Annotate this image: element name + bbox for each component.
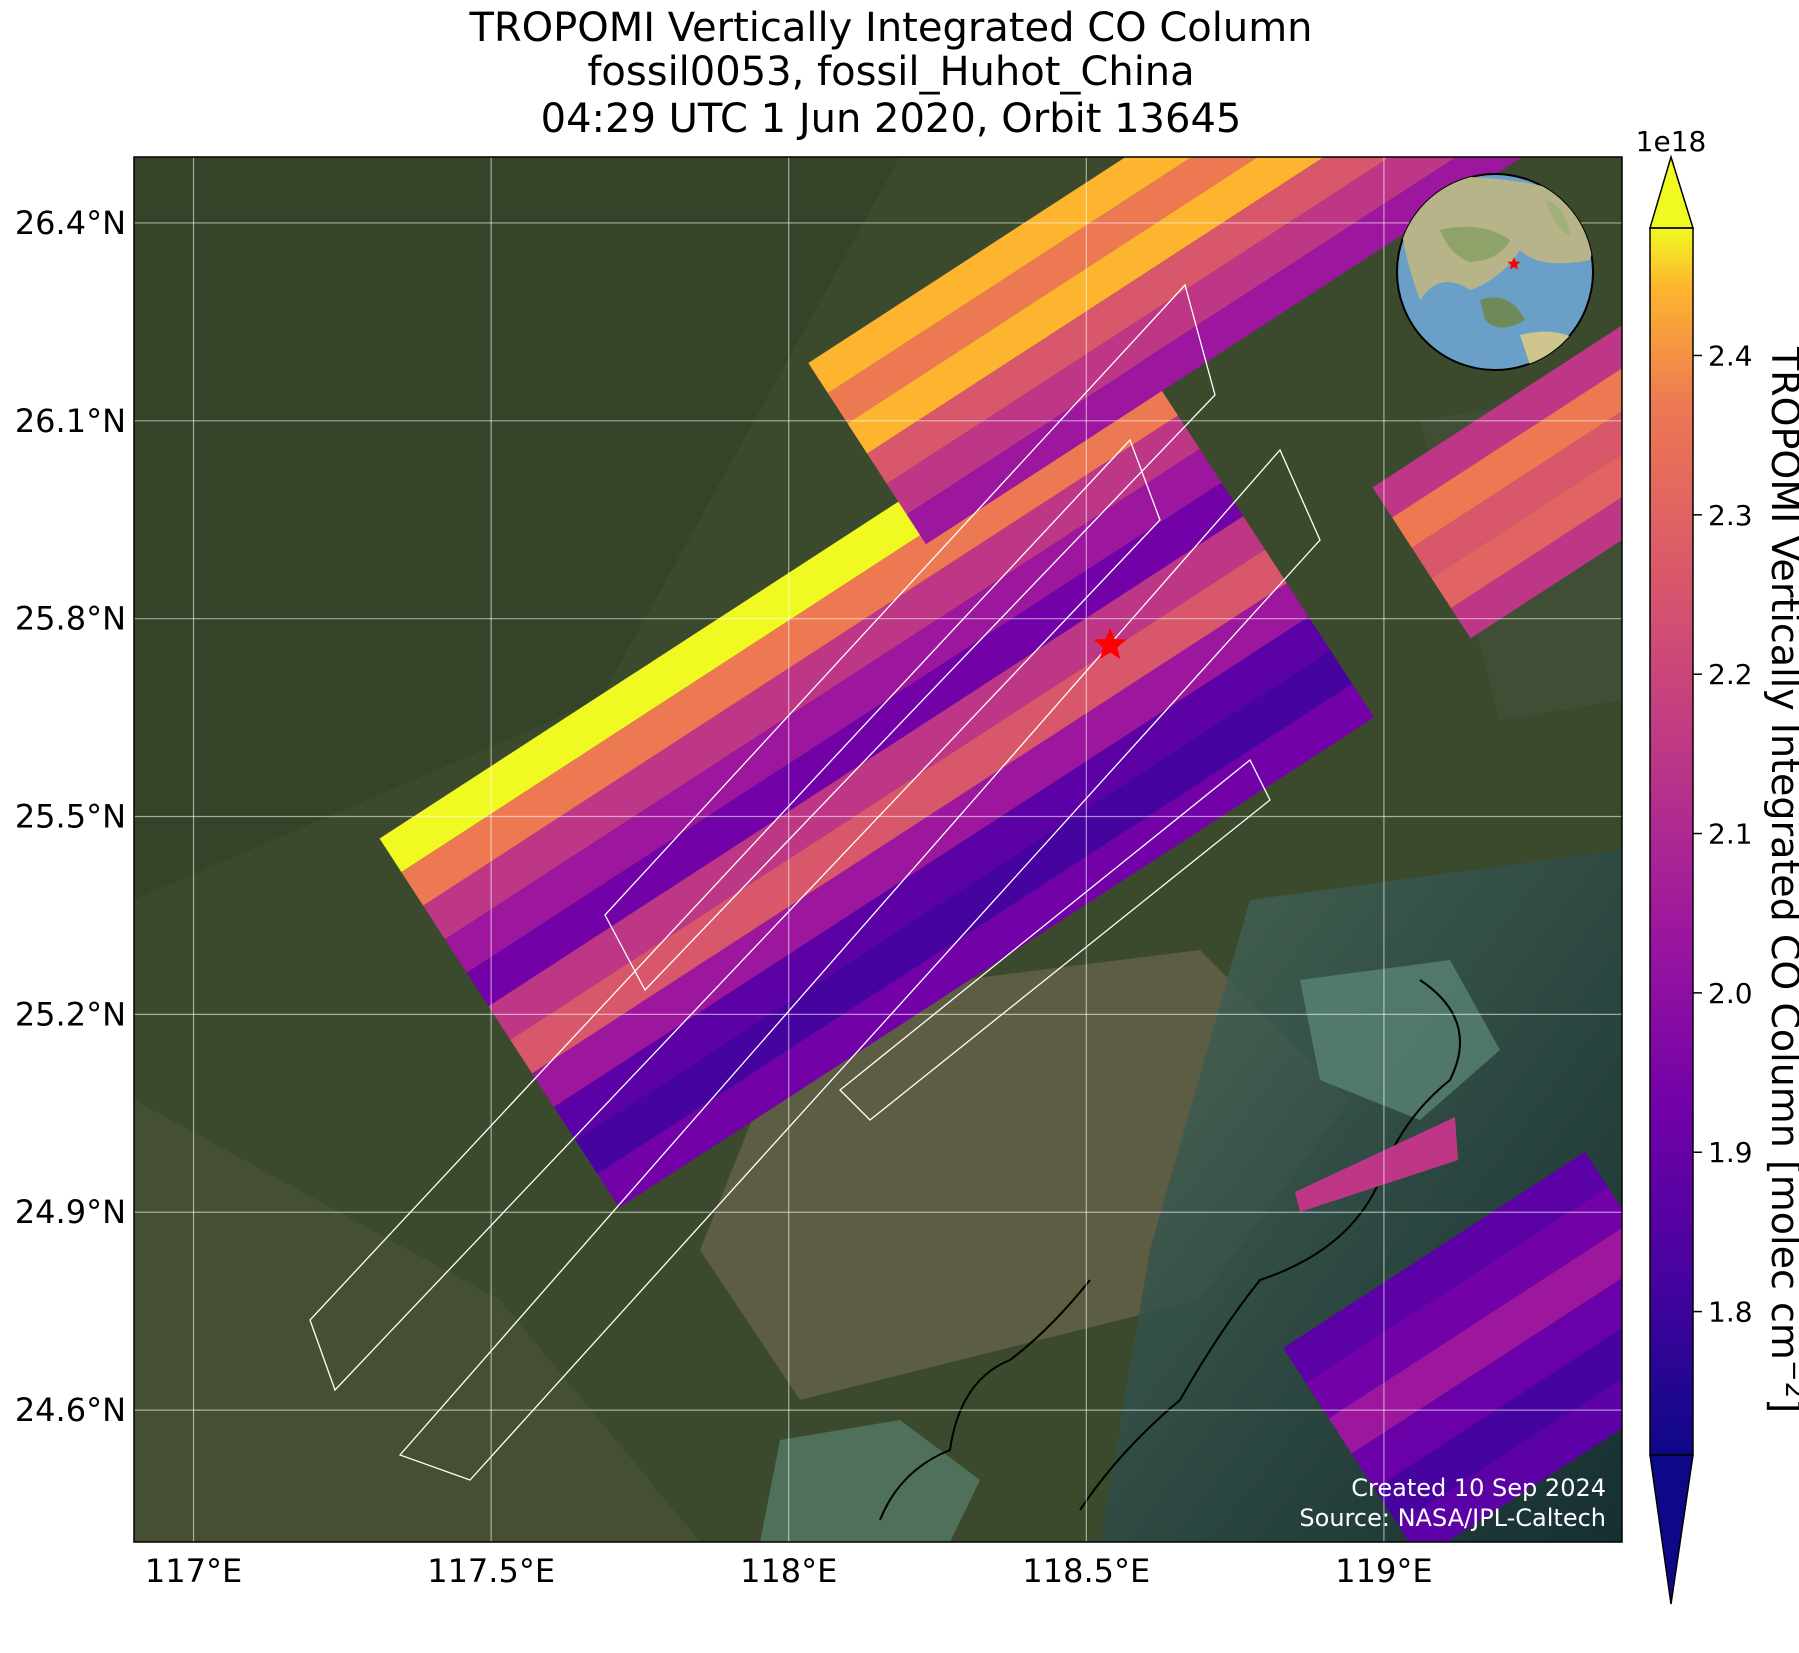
title-line-1: TROPOMI Vertically Integrated CO Column (469, 5, 1313, 51)
colorbar-multiplier: 1e18 (1636, 125, 1707, 158)
colorbar-tick-label: 2.2 (1708, 658, 1753, 691)
lon-tick-label: 117.5°E (427, 1552, 555, 1590)
lat-tick-label: 25.2°N (15, 995, 126, 1033)
colorbar-tick-label: 2.0 (1708, 977, 1753, 1010)
colorbar-tick-label: 1.9 (1708, 1136, 1753, 1169)
title-line-3: 04:29 UTC 1 Jun 2020, Orbit 13645 (540, 96, 1242, 142)
colorbar-tick-label: 2.4 (1708, 339, 1753, 372)
lat-tick-label: 24.9°N (15, 1193, 126, 1231)
longitude-labels: 117°E 117.5°E 118°E 118.5°E 119°E (145, 1552, 1433, 1590)
lat-tick-label: 24.6°N (15, 1391, 126, 1429)
lat-tick-label: 25.8°N (15, 600, 126, 638)
inset-globe-star (1507, 257, 1521, 270)
colorbar-tick-label: 1.8 (1708, 1296, 1753, 1329)
title-line-2: fossil0053, fossil_Huhot_China (587, 49, 1195, 95)
lon-tick-label: 118.5°E (1022, 1552, 1150, 1590)
lat-tick-label: 26.4°N (15, 204, 126, 242)
created-credit: Created 10 Sep 2024 (1351, 1474, 1606, 1502)
source-credit: Source: NASA/JPL-Caltech (1299, 1504, 1606, 1532)
colorbar-ticks: 1.8 1.9 2.0 2.1 2.2 2.3 2.4 (1693, 339, 1753, 1329)
lat-tick-label: 26.1°N (15, 402, 126, 440)
lon-tick-label: 119°E (1335, 1552, 1432, 1590)
co-pixel-layer (309, 157, 1622, 1542)
colorbar-label: TROPOMI Vertically Integrated CO Column … (1763, 346, 1799, 1413)
colorbar: 1e18 1.8 1.9 2.0 2.1 2.2 2.3 2.4 TROPOMI Verti… (1636, 125, 1799, 1605)
target-star-marker (1093, 627, 1127, 660)
inset-globe (1396, 173, 1594, 371)
lon-tick-label: 118°E (740, 1552, 837, 1590)
coastline (1079, 979, 1461, 1511)
latitude-labels: 26.4°N 26.1°N 25.8°N 25.5°N 25.2°N 24.9°N 24.6… (15, 204, 126, 1429)
colorbar-tick-label: 2.3 (1708, 499, 1753, 532)
lon-tick-label: 117°E (145, 1552, 242, 1590)
map-frame (133, 156, 1623, 1543)
graticule (134, 157, 1622, 1542)
lat-tick-label: 25.5°N (15, 798, 126, 836)
colorbar-tick-label: 2.1 (1708, 818, 1753, 851)
